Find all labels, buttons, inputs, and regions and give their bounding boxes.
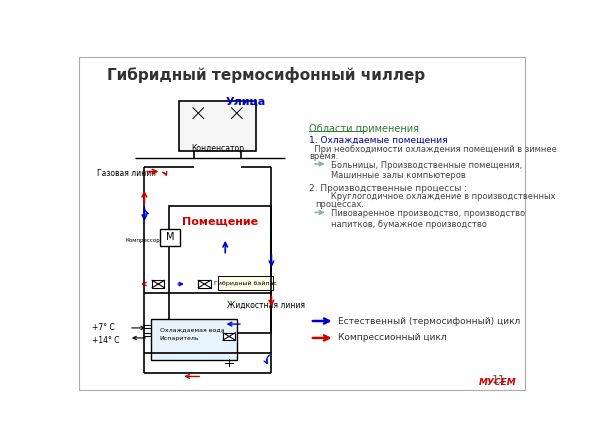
Circle shape (229, 105, 244, 121)
Text: процессах.: процессах. (315, 200, 365, 209)
Text: МУСЕМ: МУСЕМ (478, 378, 517, 387)
Text: Компрессионный цикл: Компрессионный цикл (337, 333, 446, 343)
Circle shape (220, 353, 239, 372)
Text: 1. Охлаждаемые помещения: 1. Охлаждаемые помещения (309, 136, 448, 145)
Text: Области применения: Области применения (309, 124, 419, 134)
Bar (179, 101, 256, 151)
Bar (169, 206, 272, 332)
Bar (152, 280, 164, 288)
Bar (79, 57, 525, 61)
Text: Компрессор: Компрессор (126, 238, 161, 244)
Bar (79, 385, 525, 389)
Text: 2. Производственные процессы :: 2. Производственные процессы : (309, 184, 467, 193)
Text: Естественный (термосифонный) цикл: Естественный (термосифонный) цикл (337, 316, 520, 325)
Bar (223, 333, 235, 340)
Text: М: М (166, 232, 174, 242)
Bar (151, 320, 237, 359)
Text: +7° С: +7° С (92, 323, 115, 332)
Text: Гибридный термосифонный чиллер: Гибридный термосифонный чиллер (107, 67, 425, 84)
Text: Охлаждаемая вода: Охлаждаемая вода (160, 327, 224, 332)
Polygon shape (188, 121, 204, 135)
Text: Помещение: Помещение (182, 216, 258, 226)
Text: +14° С: +14° С (92, 336, 120, 345)
Text: 11: 11 (492, 375, 507, 385)
Text: время.: время. (309, 152, 339, 161)
Circle shape (191, 105, 206, 121)
Text: Конденсатор: Конденсатор (191, 144, 244, 153)
Text: Круглогодичное охлаждение в производственных: Круглогодичное охлаждение в производстве… (315, 192, 556, 202)
Text: Жидкостная линия: Жидкостная линия (227, 301, 305, 310)
Text: Гибридный байпас: Гибридный байпас (214, 281, 277, 286)
Text: Пивоваренное производство, производство
напитков, бумажное производство: Пивоваренное производство, производство … (331, 210, 525, 229)
FancyBboxPatch shape (294, 107, 518, 287)
FancyBboxPatch shape (87, 62, 445, 87)
Polygon shape (227, 121, 242, 135)
Polygon shape (124, 227, 156, 251)
Text: Испаритель: Испаритель (160, 336, 200, 341)
Text: Больницы, Производственные помещения,
Машинные залы компьютеров: Больницы, Производственные помещения, Ма… (331, 161, 522, 180)
Bar (198, 280, 211, 288)
Text: При необходимости охлаждения помещений в зимнее: При необходимости охлаждения помещений в… (309, 145, 557, 154)
Text: Улица: Улица (226, 97, 266, 107)
Bar (160, 229, 180, 246)
Text: Газовая линия: Газовая линия (97, 168, 155, 178)
Bar (217, 276, 273, 290)
